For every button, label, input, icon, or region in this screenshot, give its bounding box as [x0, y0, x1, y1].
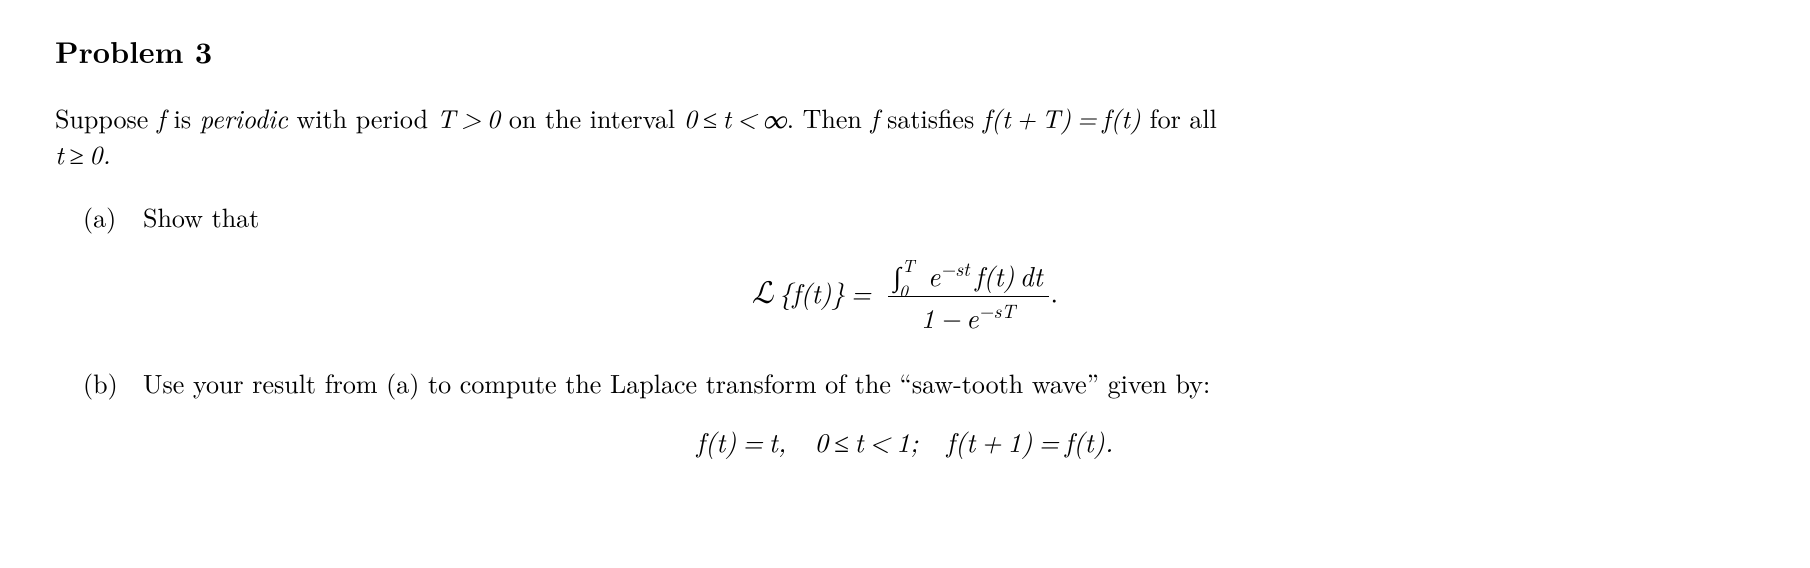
math-lhs: {f(t)} =: [773, 273, 876, 311]
math: e: [923, 256, 941, 294]
math-eq1: f(t) = t,: [697, 422, 787, 460]
problem-heading: Problem 3: [55, 30, 1755, 72]
text: is: [165, 99, 200, 136]
part-b: (b) Use your result from (a) to compute …: [55, 365, 1755, 401]
math-exp: −sT: [979, 296, 1016, 324]
text: Suppose: [55, 99, 157, 136]
math: 1 − e: [921, 298, 979, 336]
text: with period: [288, 99, 437, 136]
part-b-text: Use your result from (a) to compute the …: [143, 365, 1755, 401]
int-lower: 0: [899, 278, 908, 303]
text: satisfies: [878, 99, 982, 136]
text: on the interval: [500, 99, 684, 136]
math-eq3: f(t + 1) = f(t).: [946, 422, 1113, 460]
var-f: f: [157, 99, 165, 136]
equation-a: ℒ {f(t)} = ∫0T e−st f(t) dt 1 − e−sT .: [55, 257, 1755, 337]
part-b-label: (b): [83, 365, 129, 401]
math-interval: 0 ≤ t < ∞: [684, 99, 787, 136]
int-upper: T: [902, 253, 915, 278]
math-exp: −st: [940, 254, 969, 282]
text: . Then: [787, 99, 871, 136]
script-L: ℒ: [752, 278, 773, 310]
numerator: ∫0T e−st f(t) dt: [888, 257, 1049, 297]
math-T-gt-0: T > 0: [437, 99, 501, 136]
math: f(t) dt: [970, 256, 1043, 294]
period: .: [1051, 273, 1059, 311]
problem-intro: Suppose f is periodic with period T > 0 …: [55, 100, 1755, 173]
math-eq2: 0 ≤ t < 1;: [814, 422, 918, 460]
part-a-label: (a): [83, 199, 129, 235]
equation-b: f(t) = t, 0 ≤ t < 1; f(t + 1) = f(t).: [55, 423, 1755, 461]
fraction: ∫0T e−st f(t) dt 1 − e−sT: [888, 257, 1049, 337]
math-t-geq-0: t ≥ 0.: [55, 135, 111, 172]
word-periodic: periodic: [200, 99, 288, 136]
part-a: (a) Show that: [55, 199, 1755, 235]
text: for all: [1141, 99, 1217, 136]
denominator: 1 − e−sT: [888, 297, 1049, 337]
part-a-text: Show that: [143, 199, 1755, 235]
math-period-eq: f(t + T) = f(t): [983, 99, 1141, 136]
